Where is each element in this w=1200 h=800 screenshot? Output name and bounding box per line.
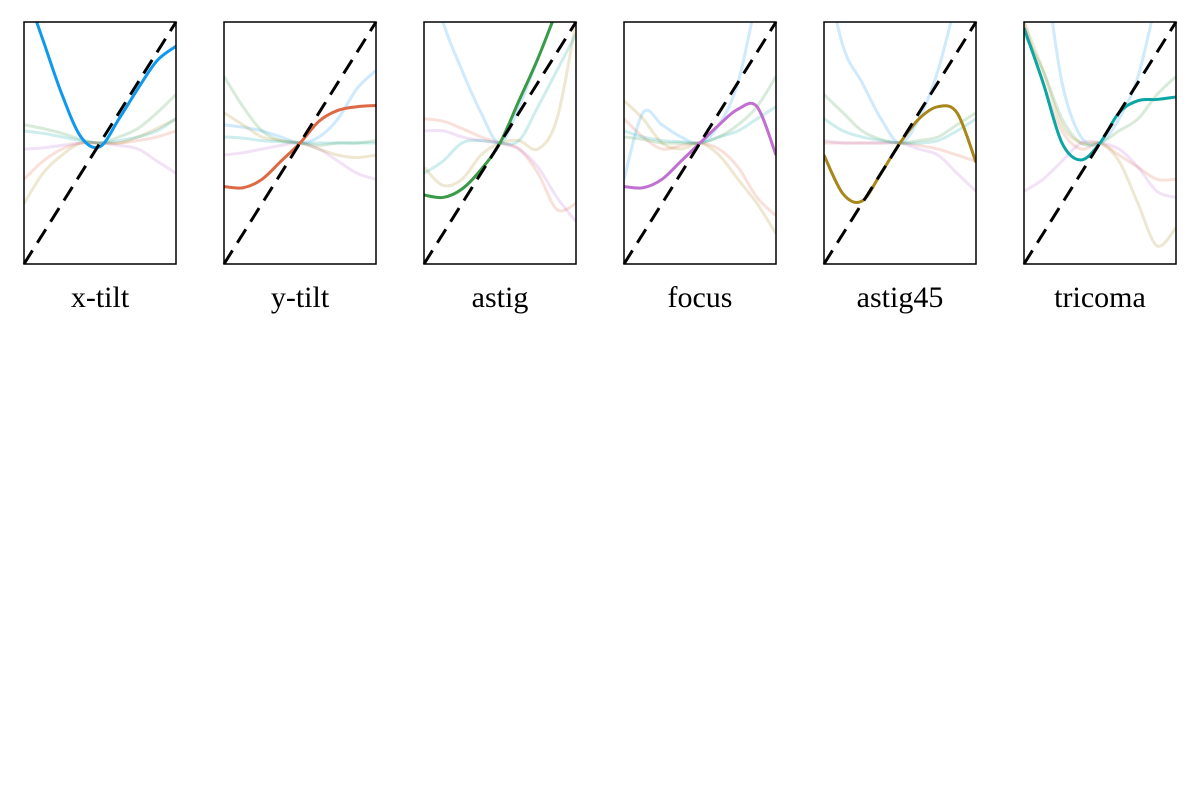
series-line — [24, 117, 176, 205]
reference-line — [1022, 21, 1178, 265]
series-line — [424, 22, 554, 200]
series-line — [824, 93, 976, 145]
series-line — [824, 117, 976, 145]
series-line — [24, 129, 176, 181]
series-line — [624, 117, 776, 217]
series-line — [1024, 27, 1176, 162]
panel-frame — [223, 21, 377, 265]
series-line — [1024, 22, 1176, 248]
x-axis-label: astig45 — [857, 281, 944, 314]
panel — [224, 69, 376, 190]
series-line — [24, 93, 176, 145]
series-line — [424, 22, 576, 188]
panel — [1024, 22, 1176, 248]
x-axis-label: astig — [472, 281, 529, 314]
series-line — [824, 104, 976, 204]
x-axis-label: y-tilt — [271, 281, 330, 314]
panel-frame — [623, 21, 777, 265]
panel — [624, 22, 776, 235]
series-line — [624, 101, 776, 190]
panel-frame — [23, 21, 177, 265]
series-line — [624, 22, 754, 180]
reference-line — [222, 21, 378, 265]
series-line — [1024, 139, 1176, 199]
series-line — [24, 141, 176, 175]
x-axis-label: x-tilt — [71, 281, 130, 314]
panel — [424, 22, 576, 223]
series-line — [224, 103, 376, 190]
series-line — [424, 33, 576, 175]
panel-frame — [823, 21, 977, 265]
series-line — [35, 22, 176, 150]
panel — [24, 22, 176, 205]
x-axis-label: tricoma — [1054, 281, 1146, 314]
series-line — [224, 141, 376, 181]
x-axis-label: focus — [668, 281, 733, 314]
panel — [824, 22, 976, 204]
series-line — [224, 75, 376, 147]
reference-line — [22, 21, 178, 265]
reference-line — [822, 21, 978, 265]
panel-frame — [423, 21, 577, 265]
reference-line — [422, 21, 578, 265]
panel-frame — [1023, 21, 1177, 265]
series-line — [24, 117, 176, 145]
series-line — [824, 139, 976, 193]
reference-line — [622, 21, 778, 265]
